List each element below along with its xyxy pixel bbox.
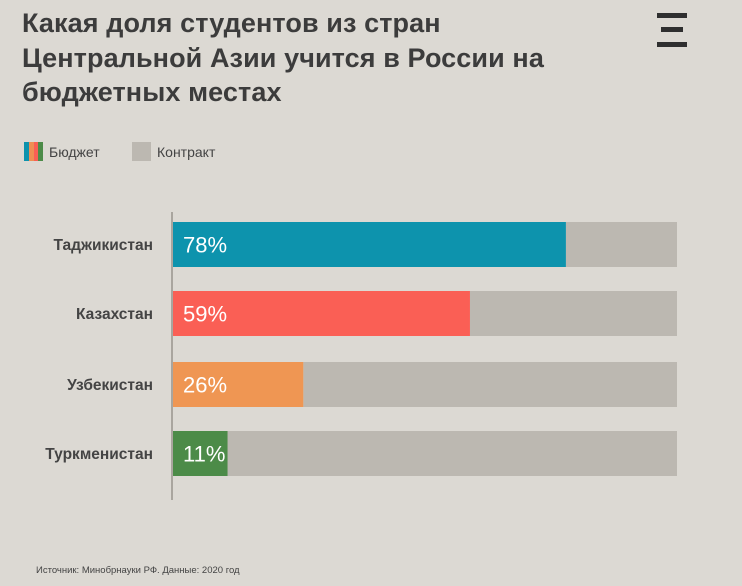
legend-item-contract: Контракт	[132, 142, 215, 161]
category-label-row-4: Туркменистан	[45, 446, 153, 463]
category-label-row-3: Узбекистан	[67, 377, 153, 394]
bar-budget-row-4	[172, 431, 228, 476]
bar-budget-row-1	[172, 222, 566, 267]
bar-contract-row-1	[565, 222, 677, 267]
value-label-row-3: 26%	[183, 373, 227, 398]
legend-label-contract: Контракт	[157, 143, 216, 160]
legend-swatch-budget	[24, 142, 43, 161]
legend-label-budget: Бюджет	[49, 143, 100, 160]
source-note: Источник: Минобрнауки РФ. Данные: 2020 г…	[36, 565, 240, 576]
bar-budget-row-3	[172, 362, 304, 407]
bar-contract-row-2	[469, 291, 677, 336]
category-label-row-2: Казахстан	[76, 306, 153, 323]
value-label-row-4: 11%	[183, 442, 225, 467]
value-label-row-2: 59%	[183, 302, 227, 327]
bar-budget-row-2	[172, 291, 470, 336]
value-label-row-1: 78%	[183, 233, 227, 258]
legend-item-budget: Бюджет	[24, 142, 100, 161]
legend-swatch-contract	[132, 142, 151, 161]
chart-title: Какая доля студентов из стран Центрально…	[22, 8, 544, 107]
logo-icon	[657, 13, 687, 47]
category-label-row-1: Таджикистан	[53, 237, 153, 254]
bar-contract-row-3	[303, 362, 677, 407]
bar-contract-row-4	[227, 431, 678, 476]
